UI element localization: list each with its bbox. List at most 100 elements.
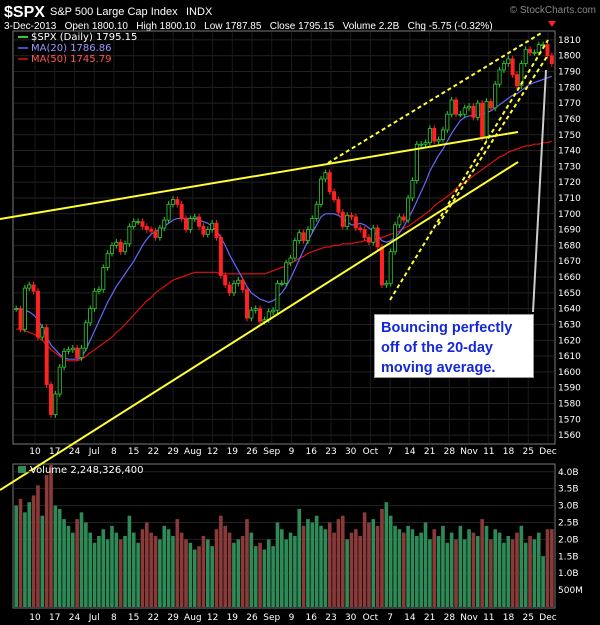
candle-body — [244, 289, 249, 319]
annotation-line-3: moving average. — [381, 360, 496, 376]
volume-x-tick-label: 11 — [483, 613, 494, 623]
candle-body — [44, 327, 49, 385]
volume-bar — [415, 536, 419, 607]
volume-bar — [393, 525, 397, 607]
trendline-dashed-mid — [437, 54, 549, 226]
volume-bar — [532, 539, 537, 607]
candle-body — [136, 221, 141, 224]
y-tick-label: 1720 — [558, 178, 581, 188]
candle-body — [432, 128, 437, 142]
x-tick-label: 10 — [29, 447, 41, 457]
candle-body — [536, 44, 541, 53]
volume-bar — [145, 522, 149, 607]
y-tick-label: 1630 — [558, 320, 581, 330]
candle-body — [462, 107, 467, 115]
candle-body — [70, 347, 75, 351]
candle-body — [336, 199, 341, 213]
volume-x-tick-label: 12 — [207, 613, 218, 623]
candle-body — [375, 227, 380, 248]
volume-bar — [149, 532, 153, 607]
volume-x-tick-label: 9 — [289, 613, 295, 623]
candle-body — [471, 105, 476, 118]
y-tick-label: 1570 — [558, 415, 581, 425]
candle-body — [523, 48, 528, 65]
candle-body — [358, 227, 363, 230]
candle-body — [140, 221, 145, 227]
candle-body — [184, 218, 189, 230]
volume-bar — [205, 539, 210, 607]
x-tick-label: 15 — [128, 447, 139, 457]
legend-ma20: MA(20) 1786.86 — [31, 43, 112, 54]
volume-bar — [162, 525, 167, 607]
candle-body — [188, 218, 193, 230]
volume-bar — [210, 546, 214, 607]
volume-bar — [97, 536, 101, 607]
candle-body — [406, 197, 411, 221]
volume-x-tick-label: Jul — [88, 613, 100, 623]
ma50-line — [16, 140, 553, 362]
volume-x-tick-label: Aug — [184, 613, 202, 623]
exchange: INDX — [186, 6, 213, 18]
candle-body — [18, 308, 23, 330]
candle-body — [493, 83, 498, 109]
candle-body — [62, 350, 67, 368]
candle-body — [162, 219, 167, 229]
trendline-lower — [0, 161, 519, 491]
volume-bar — [179, 532, 184, 607]
volume-bar — [92, 542, 97, 607]
candle-body — [349, 214, 354, 218]
volume-bar — [314, 515, 319, 607]
volume-bar — [489, 539, 493, 607]
x-tick-label: 12 — [207, 447, 218, 457]
volume-bar — [266, 539, 271, 607]
volume-bar — [436, 536, 441, 607]
volume-x-tick-label: 7 — [387, 613, 393, 623]
volume-bar — [358, 536, 363, 607]
volume-x-tick-label: 30 — [345, 613, 357, 623]
x-tick-label: Jul — [88, 447, 100, 457]
volume-bar — [123, 536, 127, 607]
volume-bar — [428, 539, 432, 607]
candle-body — [223, 275, 228, 286]
candle-body — [57, 366, 62, 395]
volume-x-tick-label: 16 — [306, 613, 318, 623]
candle-body — [249, 309, 254, 319]
volume-bar — [345, 539, 349, 607]
legend-price: $SPX (Daily) 1795.15 — [31, 32, 137, 43]
volume-bar — [301, 525, 306, 607]
volume-bar — [284, 539, 288, 607]
candle-body — [423, 142, 428, 145]
candle-body — [414, 143, 419, 181]
candle-body — [445, 113, 450, 131]
volume-bar — [401, 532, 406, 607]
volume-x-tick-label: 18 — [503, 613, 515, 623]
legend-ma50: MA(50) 1745.79 — [31, 54, 112, 65]
y-tick-label: 1710 — [558, 194, 581, 204]
y-tick-label: 1640 — [558, 305, 581, 315]
candle-body — [371, 227, 376, 243]
volume-bar — [371, 519, 376, 607]
volume-x-tick-label: 19 — [227, 613, 239, 623]
symbol: $SPX — [4, 4, 45, 21]
candle-body — [31, 284, 36, 292]
volume-bar — [449, 532, 454, 607]
candle-body — [236, 279, 241, 284]
volume-bar — [23, 512, 27, 607]
candle-body — [340, 211, 345, 227]
candle-body — [109, 245, 114, 254]
candle-body — [214, 222, 219, 238]
x-tick-label: Sep — [263, 447, 280, 457]
y-tick-label: 1590 — [558, 384, 581, 394]
volume-tick-label: 2.5B — [558, 518, 579, 528]
candle-body — [166, 203, 171, 221]
x-tick-label: Nov — [460, 447, 478, 457]
volume-bar — [441, 525, 445, 607]
candle-body — [227, 284, 232, 294]
x-tick-label: 8 — [111, 447, 117, 457]
y-tick-label: 1660 — [558, 273, 581, 283]
volume-bar — [349, 532, 354, 607]
volume-bar — [340, 515, 345, 607]
volume-bar — [136, 542, 140, 607]
volume-bar — [462, 539, 467, 607]
volume-bar — [184, 539, 188, 607]
